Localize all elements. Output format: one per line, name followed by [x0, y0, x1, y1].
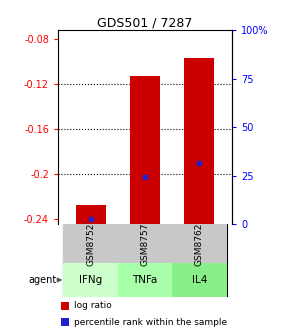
- Text: GSM8757: GSM8757: [140, 222, 150, 266]
- Text: TNFa: TNFa: [132, 275, 158, 285]
- Bar: [64, 263, 118, 297]
- Bar: [172, 224, 226, 263]
- Bar: [184, 58, 214, 224]
- Bar: [61, 302, 69, 310]
- Text: IFNg: IFNg: [79, 275, 102, 285]
- Bar: [64, 224, 118, 263]
- Bar: [76, 205, 106, 224]
- Bar: [118, 224, 172, 263]
- Text: agent: agent: [29, 275, 57, 285]
- Text: IL4: IL4: [192, 275, 207, 285]
- Bar: [130, 76, 160, 224]
- Text: GSM8762: GSM8762: [195, 222, 204, 265]
- Text: log ratio: log ratio: [74, 301, 111, 310]
- Bar: [61, 318, 69, 326]
- Title: GDS501 / 7287: GDS501 / 7287: [97, 16, 193, 29]
- Text: percentile rank within the sample: percentile rank within the sample: [74, 318, 227, 327]
- Text: GSM8752: GSM8752: [86, 222, 95, 265]
- Bar: [172, 263, 226, 297]
- Bar: [118, 263, 172, 297]
